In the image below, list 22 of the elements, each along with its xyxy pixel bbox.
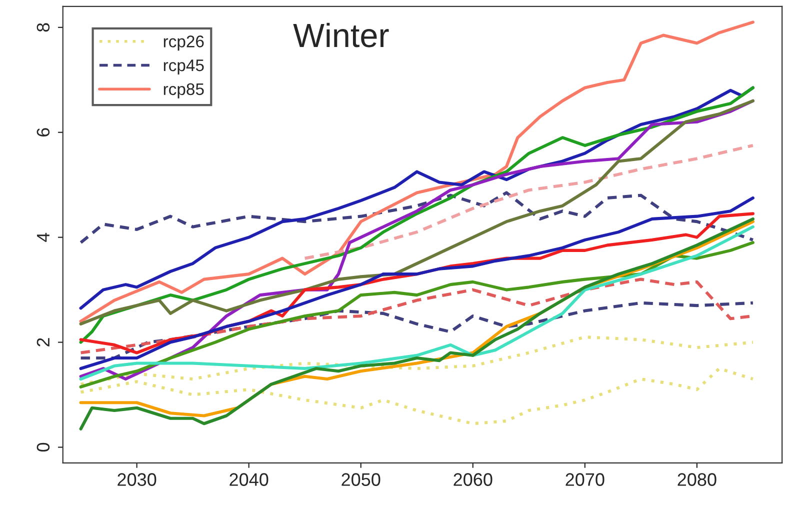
line-series	[79, 366, 754, 426]
legend-label: rcp85	[164, 83, 204, 98]
line-series	[79, 191, 754, 244]
line-series	[79, 301, 754, 360]
legend-label: rcp26	[164, 36, 204, 51]
y-tick-label: 2	[36, 338, 50, 346]
x-tick-label: 2050	[342, 473, 380, 486]
line-series	[303, 144, 754, 260]
line-series	[79, 20, 754, 323]
chart-title: Winter	[293, 22, 389, 48]
x-tick-label: 2040	[230, 473, 268, 486]
y-tick-label: 6	[36, 128, 50, 136]
line-series	[79, 336, 754, 386]
x-tick-label: 2060	[454, 473, 492, 486]
y-tick-label: 0	[36, 442, 50, 452]
line-series	[79, 196, 754, 370]
legend-label: rcp45	[164, 60, 204, 75]
y-tick-label: 4	[36, 232, 50, 242]
x-tick-label: 2070	[566, 473, 604, 486]
x-tick-label: 2030	[118, 473, 156, 486]
x-tick-label: 2080	[678, 473, 716, 486]
y-tick-label: 8	[36, 23, 50, 32]
